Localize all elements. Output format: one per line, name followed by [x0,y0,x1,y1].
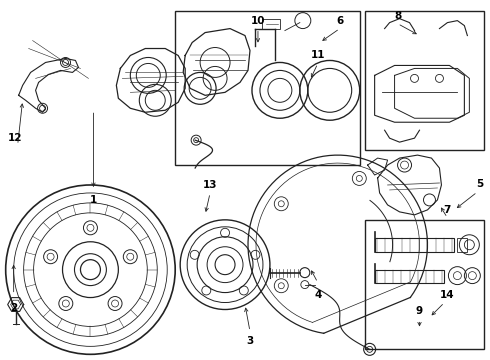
Text: 12: 12 [7,133,22,143]
Text: 9: 9 [416,306,423,316]
Text: 11: 11 [311,50,325,60]
Bar [375,238,454,252]
Bar [375,270,444,283]
Text: 5: 5 [476,179,483,189]
Text: 13: 13 [203,180,218,190]
Text: 1: 1 [90,195,97,205]
Bar [365,11,484,150]
Text: 6: 6 [336,15,343,26]
Bar [175,11,360,165]
Text: 2: 2 [10,302,17,312]
Text: 3: 3 [246,336,254,346]
Text: 10: 10 [251,15,265,26]
Text: 4: 4 [314,289,321,300]
Text: 8: 8 [394,11,401,21]
Text: 14: 14 [440,289,455,300]
Bar [365,220,484,349]
Bar [262,19,280,28]
Bar [457,238,467,252]
Text: 7: 7 [444,205,451,215]
